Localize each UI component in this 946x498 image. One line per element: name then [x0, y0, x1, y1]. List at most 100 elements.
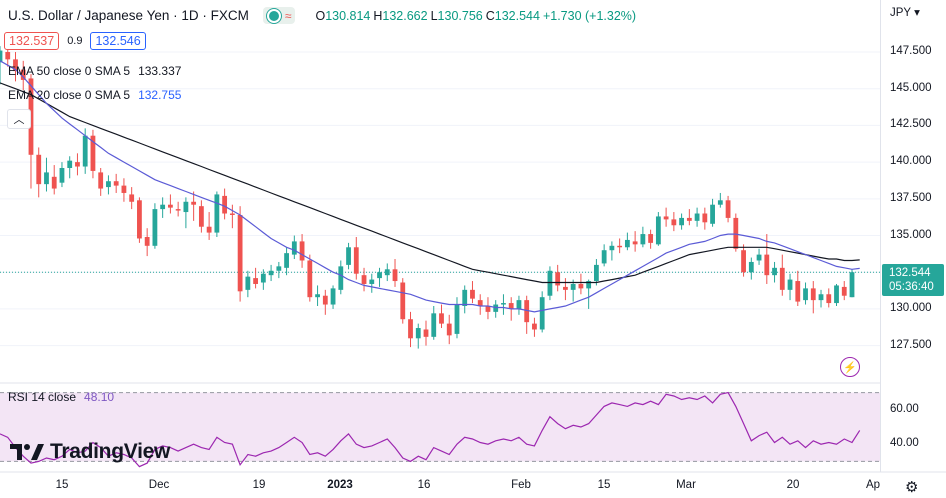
candle-body [322, 295, 328, 305]
ohlc-value: 132.544 [494, 8, 540, 23]
candle-body [67, 160, 73, 168]
candle-body [392, 269, 398, 282]
candle-body [493, 304, 499, 312]
candle-body [353, 247, 359, 274]
candle-body [113, 181, 119, 186]
candle-body [834, 285, 839, 304]
buy-price-button[interactable]: 132.546 [90, 32, 146, 50]
candle-body [446, 323, 452, 336]
time-tick-label: 19 [252, 479, 266, 491]
indicator-ema20-legend[interactable]: EMA 20 close 0 SMA 5 132.755 [8, 88, 181, 102]
data-wave-icon: ≈ [284, 8, 292, 23]
candle-body [206, 226, 212, 233]
time-tick-label: 15 [597, 479, 611, 491]
candle-body [539, 297, 545, 330]
ohlc-label: H [373, 8, 383, 23]
candle-body [276, 266, 282, 271]
candle-body [415, 328, 421, 339]
candle-body [284, 253, 289, 268]
candle-body [369, 279, 375, 284]
candle-body [431, 313, 437, 337]
tradingview-mark-icon [10, 444, 44, 460]
candle-body [454, 304, 460, 334]
indicator-ema50-legend[interactable]: EMA 50 close 0 SMA 5 133.337 [8, 64, 181, 78]
time-tick-label: 16 [417, 479, 431, 491]
candle-body [384, 269, 390, 276]
candle-body [400, 282, 406, 320]
time-tick-label: Dec [148, 479, 170, 491]
candle-body [214, 194, 220, 233]
chart-header: U.S. Dollar / Japanese Yen · 1D · FXCM ≈… [8, 7, 639, 24]
candle-body [160, 204, 166, 210]
candle-body [229, 213, 235, 215]
indicator-name: EMA 50 close 0 SMA 5 [8, 64, 131, 78]
candle-body [717, 200, 723, 205]
time-tick-label: Mar [676, 479, 696, 491]
candle-body [51, 176, 57, 189]
chevron-up-icon: ︿ [13, 114, 25, 126]
rsi-name: RSI 14 close [8, 390, 77, 404]
candle-body [516, 300, 522, 309]
ohlc-label: L [430, 8, 438, 23]
candle-body [555, 272, 561, 286]
candle-body [260, 273, 266, 283]
candle-body [609, 245, 615, 251]
ohlc-value: 132.662 [382, 8, 428, 23]
candle-body [377, 272, 382, 279]
candle-body [818, 294, 824, 301]
currency-text: JPY [890, 7, 911, 19]
candle-body [501, 303, 506, 305]
gear-icon[interactable]: ⚙ [905, 479, 919, 496]
candle-body [291, 241, 297, 255]
candle-body [106, 181, 111, 188]
price-axis-separator [880, 0, 881, 472]
candle-body [508, 303, 514, 309]
candle-body [167, 204, 173, 208]
candle-body [44, 172, 49, 185]
sell-price-button[interactable]: 132.537 [4, 32, 60, 50]
candle-body [144, 237, 150, 246]
candle-body [764, 254, 770, 276]
price-tick-label: 142.500 [890, 118, 932, 131]
candle-body [129, 194, 135, 202]
candle-body [841, 286, 847, 296]
ohlc-value: +1.730 (+1.32%) [542, 8, 637, 23]
candle-body [59, 168, 65, 183]
candle-body [694, 213, 700, 221]
candle-body [462, 289, 468, 306]
rsi-legend[interactable]: RSI 14 close 48.10 [8, 390, 114, 404]
candle-body [198, 206, 204, 227]
candle-body [183, 201, 189, 213]
candle-body [423, 329, 429, 337]
candle-body [795, 281, 801, 302]
market-status-pill[interactable]: ≈ [262, 7, 296, 24]
candle-body [75, 162, 80, 167]
candle-body [640, 234, 646, 245]
candle-body [624, 239, 630, 248]
currency-label[interactable]: JPY ▾ [890, 7, 920, 19]
candle-body [648, 234, 654, 243]
candle-body [439, 313, 444, 324]
candle-body [655, 216, 661, 245]
candle-body [408, 319, 413, 339]
symbol-title[interactable]: U.S. Dollar / Japanese Yen · 1D · FXCM [8, 8, 249, 23]
candle-body [175, 209, 181, 211]
candle-body [470, 289, 475, 299]
candle-body [268, 270, 274, 276]
candle-body [315, 294, 320, 298]
candle-body [36, 154, 42, 185]
brand-name: TradingView [50, 440, 171, 463]
candle-body [617, 245, 623, 248]
candle-body [679, 217, 685, 226]
price-tick-label: 145.000 [890, 81, 932, 94]
candle-body [563, 286, 568, 290]
time-tick-label: Feb [511, 479, 531, 491]
collapse-legend-button[interactable]: ︿ [7, 109, 31, 129]
candle-body [733, 217, 739, 249]
candle-body [772, 267, 777, 276]
candle-body [245, 276, 251, 290]
bolt-icon[interactable]: ⚡ [840, 357, 860, 377]
tradingview-logo: TradingView [10, 440, 170, 464]
ohlc-values: O 130.814 H 132.662 L 130.756 C 132.544 +1.730 (… [315, 9, 639, 23]
